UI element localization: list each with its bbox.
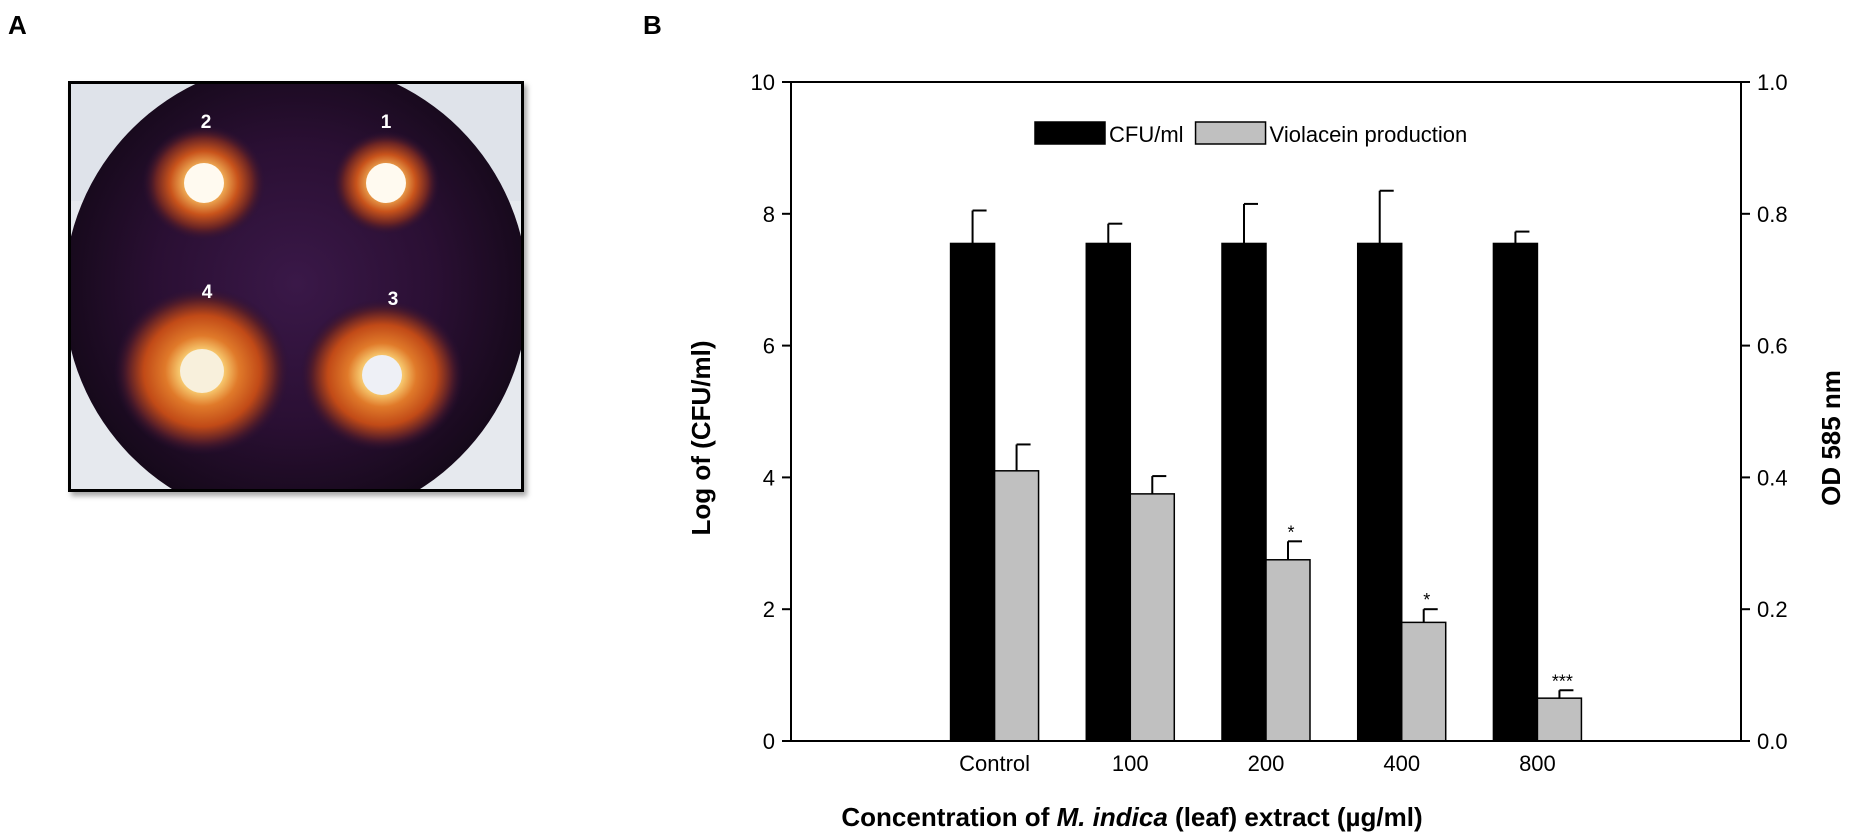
bar-violacein: [1536, 697, 1583, 742]
chart-legend: CFU/ml Violacein production: [1034, 121, 1468, 147]
x-axis-label: Concentration of M. indica (leaf) extrac…: [841, 802, 1422, 832]
bar-violacein: [1129, 493, 1176, 742]
significance-mark: ***: [1552, 671, 1573, 691]
legend-label: Violacein production: [1270, 122, 1468, 147]
bar-cfu: [1221, 242, 1267, 742]
well-label: 3: [388, 289, 399, 310]
plot-frame: [790, 81, 1742, 742]
x-tick-label: 400: [1383, 751, 1420, 776]
y-tick-label-right: 0.6: [1757, 334, 1788, 359]
x-tick-label: Control: [959, 751, 1030, 776]
y-tick-label-left: 10: [751, 70, 775, 95]
y-tick-label-right: 1.0: [1757, 70, 1788, 95]
x-tick-label: 200: [1248, 751, 1285, 776]
legend-swatch: [1194, 121, 1267, 145]
y-tick-label-left: 4: [763, 465, 775, 490]
x-tick-label: 800: [1519, 751, 1556, 776]
y-tick-label-left: 6: [763, 334, 775, 359]
y-tick-label-right: 0.8: [1757, 202, 1788, 227]
legend-label: CFU/ml: [1109, 122, 1184, 147]
legend-swatch: [1034, 121, 1106, 145]
bar-violacein: [1400, 621, 1447, 742]
significance-mark: *: [1287, 522, 1294, 542]
y-tick-label-right: 0.2: [1757, 597, 1788, 622]
y-tick-label-left: 2: [763, 597, 775, 622]
agar-plate-image: 2 1 4 3: [68, 81, 524, 492]
significance-mark: *: [1423, 590, 1430, 610]
well-label: 1: [381, 112, 392, 133]
well-label: 4: [202, 282, 213, 303]
panel-a-label: A: [8, 10, 27, 40]
well-label: 2: [201, 112, 212, 133]
bar-violacein: [1265, 559, 1311, 742]
y-axis-label-right: OD 585 nm: [1816, 370, 1846, 506]
bar-cfu: [1085, 242, 1132, 742]
bar-cfu: [1356, 242, 1403, 742]
y-tick-label-right: 0.0: [1757, 729, 1788, 754]
bar-violacein: [993, 470, 1040, 742]
y-tick-label-left: 0: [763, 729, 775, 754]
agar-plate-photo: 2 1 4 3: [68, 81, 524, 492]
y-axis-label-left: Log of (CFU/ml): [686, 341, 716, 536]
bar-cfu: [1492, 242, 1539, 742]
y-tick-label-left: 8: [763, 202, 775, 227]
bar-cfu: [949, 242, 996, 742]
x-tick-label: 100: [1112, 751, 1149, 776]
panel-b-label: B: [643, 10, 662, 40]
y-tick-label-right: 0.4: [1757, 465, 1788, 490]
